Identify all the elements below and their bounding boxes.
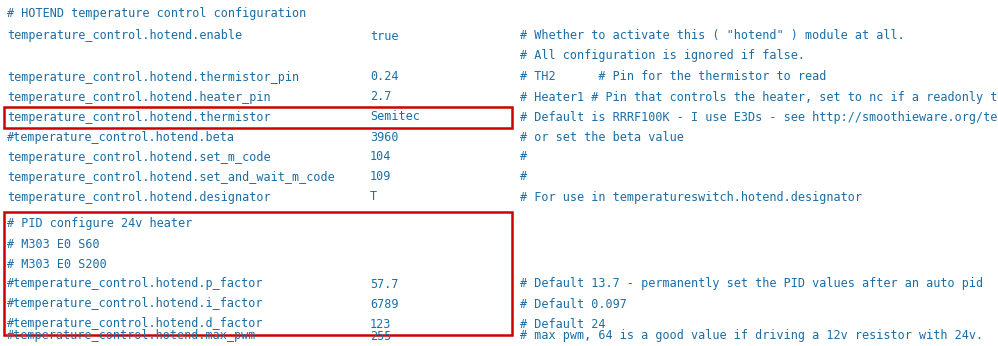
Text: # PID configure 24v heater: # PID configure 24v heater <box>7 218 193 230</box>
Text: #temperature_control.hotend.max_pwm: #temperature_control.hotend.max_pwm <box>7 329 256 343</box>
Text: # Default 13.7 - permanently set the PID values after an auto pid: # Default 13.7 - permanently set the PID… <box>520 277 983 291</box>
Text: #temperature_control.hotend.d_factor: #temperature_control.hotend.d_factor <box>7 318 263 330</box>
Text: # Whether to activate this ( "hotend" ) module at all.: # Whether to activate this ( "hotend" ) … <box>520 29 905 43</box>
Bar <box>4 107 512 128</box>
Text: #: # <box>520 171 527 183</box>
Text: true: true <box>370 29 398 43</box>
Text: temperature_control.hotend.heater_pin: temperature_control.hotend.heater_pin <box>7 91 270 103</box>
Bar <box>4 212 512 335</box>
Text: #: # <box>520 151 527 164</box>
Text: # M303 E0 S60: # M303 E0 S60 <box>7 237 100 251</box>
Text: #temperature_control.hotend.i_factor: #temperature_control.hotend.i_factor <box>7 298 263 310</box>
Text: 3960: 3960 <box>370 130 398 144</box>
Text: temperature_control.hotend.set_and_wait_m_code: temperature_control.hotend.set_and_wait_… <box>7 171 334 183</box>
Text: 2.7: 2.7 <box>370 91 391 103</box>
Text: temperature_control.hotend.designator: temperature_control.hotend.designator <box>7 191 270 203</box>
Text: # For use in temperatureswitch.hotend.designator: # For use in temperatureswitch.hotend.de… <box>520 191 862 203</box>
Text: # max pwm, 64 is a good value if driving a 12v resistor with 24v.: # max pwm, 64 is a good value if driving… <box>520 329 983 343</box>
Text: 123: 123 <box>370 318 391 330</box>
Text: # Heater1 # Pin that controls the heater, set to nc if a readonly th: # Heater1 # Pin that controls the heater… <box>520 91 998 103</box>
Text: # Default 24: # Default 24 <box>520 318 606 330</box>
Text: # Default is RRRF100K - I use E3Ds - see http://smoothieware.org/tem: # Default is RRRF100K - I use E3Ds - see… <box>520 110 998 124</box>
Text: 109: 109 <box>370 171 391 183</box>
Text: # M303 E0 S200: # M303 E0 S200 <box>7 257 107 271</box>
Text: temperature_control.hotend.enable: temperature_control.hotend.enable <box>7 29 243 43</box>
Text: #temperature_control.hotend.beta: #temperature_control.hotend.beta <box>7 130 235 144</box>
Text: temperature_control.hotend.thermistor_pin: temperature_control.hotend.thermistor_pi… <box>7 71 299 83</box>
Text: 104: 104 <box>370 151 391 164</box>
Text: # All configuration is ignored if false.: # All configuration is ignored if false. <box>520 48 805 62</box>
Text: 6789: 6789 <box>370 298 398 310</box>
Text: # Default 0.097: # Default 0.097 <box>520 298 627 310</box>
Text: #temperature_control.hotend.p_factor: #temperature_control.hotend.p_factor <box>7 277 263 291</box>
Text: temperature_control.hotend.thermistor: temperature_control.hotend.thermistor <box>7 110 270 124</box>
Text: # or set the beta value: # or set the beta value <box>520 130 684 144</box>
Text: # TH2      # Pin for the thermistor to read: # TH2 # Pin for the thermistor to read <box>520 71 826 83</box>
Text: temperature_control.hotend.set_m_code: temperature_control.hotend.set_m_code <box>7 151 270 164</box>
Text: 255: 255 <box>370 329 391 343</box>
Text: # HOTEND temperature control configuration: # HOTEND temperature control configurati… <box>7 8 306 20</box>
Text: 57.7: 57.7 <box>370 277 398 291</box>
Text: T: T <box>370 191 377 203</box>
Text: Semitec: Semitec <box>370 110 420 124</box>
Text: 0.24: 0.24 <box>370 71 398 83</box>
